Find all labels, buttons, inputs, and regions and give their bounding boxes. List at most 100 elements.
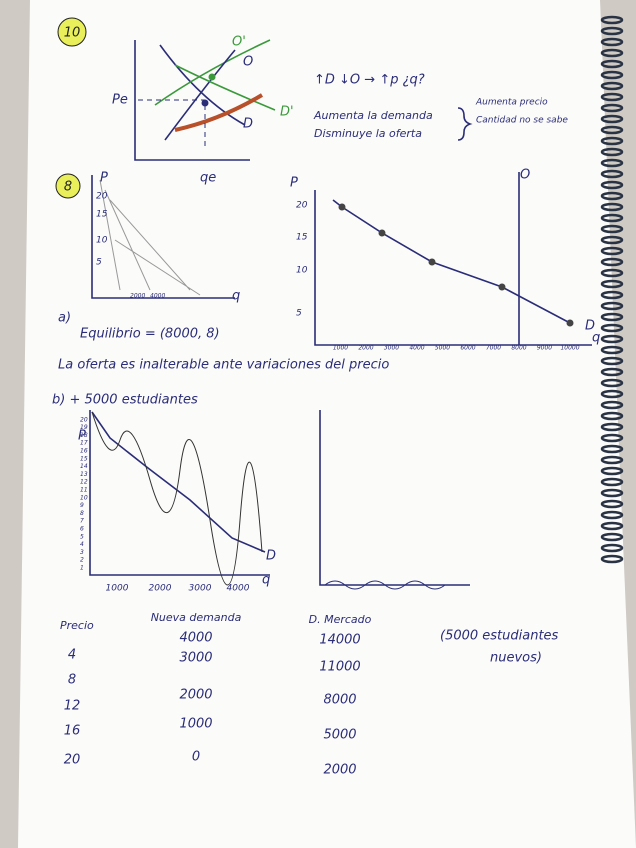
equilibrium: Equilibrio = (8000, 8): [80, 327, 220, 342]
note: Aumenta la demanda: [313, 109, 433, 122]
tick-label: 2000: [358, 345, 373, 352]
tick-label: 4: [80, 541, 84, 548]
tick-label: 7000: [486, 345, 501, 352]
sketch-curve: [91, 411, 263, 586]
axis-label: q: [232, 289, 240, 304]
table-header: D. Mercado: [309, 613, 372, 626]
sketch-lines: [99, 179, 201, 296]
table-cell: 5000: [323, 728, 356, 743]
spiral-ring: [600, 180, 624, 190]
spiral-ring: [600, 400, 624, 410]
spiral-ring: [600, 158, 624, 168]
axes: [314, 190, 592, 346]
note: (5000 estudiantes: [440, 629, 559, 644]
table-cell: 12: [64, 699, 81, 714]
paper: [18, 0, 636, 848]
note: ↑D ↓O → ↑p ¿q?: [314, 73, 425, 88]
table-header: Nueva demanda: [151, 611, 242, 624]
tick-label: 18: [80, 432, 88, 439]
spiral-ring: [600, 444, 624, 454]
tick-label: 10: [96, 236, 108, 246]
spiral-ring: [600, 378, 624, 388]
spiral-ring: [600, 290, 624, 300]
table-cell: 8000: [323, 693, 356, 708]
label: qe: [200, 171, 216, 186]
spiral-ring: [600, 477, 624, 487]
axes: [134, 40, 250, 161]
table-cell: 14000: [319, 633, 360, 648]
label: D: [243, 117, 253, 132]
tick-label: 2000: [130, 293, 145, 300]
note: La oferta es inalterable ante variacione…: [58, 358, 389, 373]
note: Cantidad no se sabe: [476, 116, 568, 126]
table-cell: 1000: [179, 717, 212, 732]
spiral-ring: [600, 136, 624, 146]
tick-label: 2: [80, 557, 84, 564]
spiral-ring: [600, 411, 624, 421]
spiral-ring: [600, 433, 624, 443]
label: O: [520, 168, 530, 183]
point: [338, 203, 346, 211]
table-cell: 0: [192, 750, 200, 765]
table-cell: 20: [64, 753, 81, 768]
spiral-ring: [600, 455, 624, 465]
part-label: a): [58, 311, 71, 326]
tick-label: 12: [80, 479, 88, 486]
label: Pe: [112, 93, 128, 108]
spiral-ring: [600, 213, 624, 223]
tick-label: 19: [80, 424, 88, 431]
tick-label: 15: [96, 210, 108, 220]
tick-label: 11: [80, 487, 88, 494]
spiral-ring: [600, 367, 624, 377]
spiral-ring: [600, 246, 624, 256]
tick-label: 4000: [409, 345, 424, 352]
spiral-ring: [600, 48, 624, 58]
spiral-ring: [600, 70, 624, 80]
axes: [319, 410, 470, 586]
label: D: [266, 549, 276, 564]
spiral-ring: [600, 510, 624, 520]
supply-new-curve: [174, 64, 276, 111]
tick-label: 9: [80, 502, 84, 509]
point: [201, 99, 209, 107]
spiral-ring: [600, 37, 624, 47]
supply-curve: [164, 49, 236, 141]
tick-label: 10000: [560, 345, 579, 352]
tick-label: 20: [96, 192, 108, 202]
tick-label: 16: [80, 448, 88, 455]
spiral-ring: [600, 202, 624, 212]
table-cell: 2000: [179, 688, 212, 703]
part-label: b) + 5000 estudiantes: [52, 393, 198, 408]
point: [428, 258, 436, 266]
spiral-ring: [600, 279, 624, 289]
axes: [89, 410, 270, 576]
spiral-ring: [600, 345, 624, 355]
spiral-ring: [600, 301, 624, 311]
number-badge: [55, 173, 81, 199]
note: Aumenta precio: [475, 98, 548, 108]
tick-label: 1000: [106, 584, 129, 594]
spiral-ring: [600, 224, 624, 234]
tick-label: 15: [296, 233, 308, 243]
tick-label: 8000: [511, 345, 526, 352]
axis-label: q: [592, 331, 600, 346]
tick-label: 13: [80, 471, 88, 478]
tick-label: 15: [80, 455, 88, 462]
table-cell: 11000: [319, 660, 360, 675]
point: [378, 229, 386, 237]
tick-label: 3: [80, 549, 84, 556]
spiral-ring: [600, 334, 624, 344]
table-cell: 4000: [179, 631, 212, 646]
tick-label: 6: [80, 526, 84, 533]
note: Disminuye la oferta: [314, 127, 422, 140]
spiral-ring: [600, 356, 624, 366]
tick-label: 10: [80, 494, 88, 501]
tick-label: 4000: [150, 293, 165, 300]
spiral-ring: [600, 323, 624, 333]
tick-label: 9000: [537, 345, 552, 352]
spiral-ring: [600, 389, 624, 399]
spiral-ring: [600, 147, 624, 157]
axis-label: P: [78, 429, 86, 444]
spiral-ring: [600, 103, 624, 113]
